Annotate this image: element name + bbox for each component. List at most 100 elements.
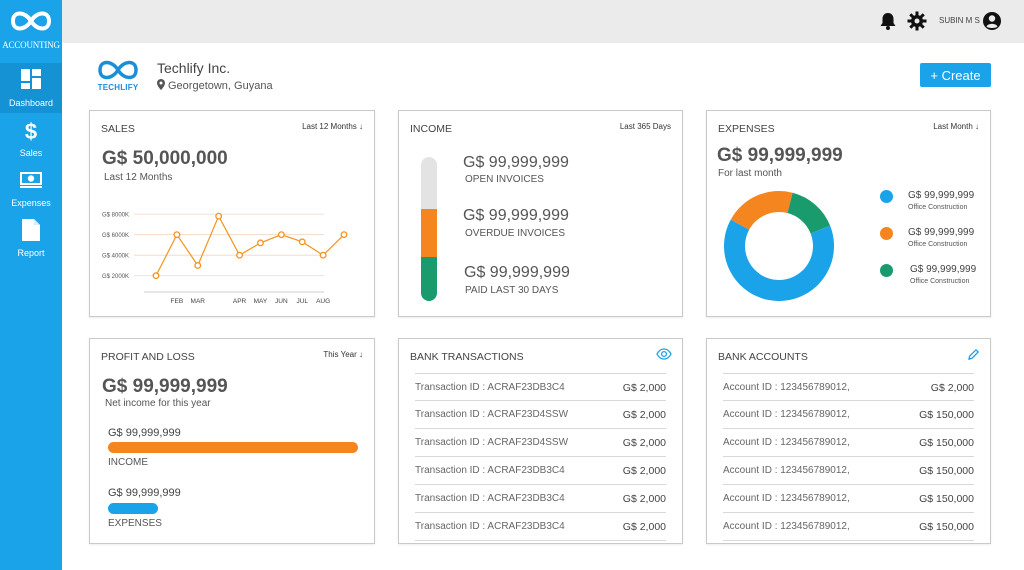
table-row[interactable]: Account ID : 123456789012, G$ 2,000 <box>723 373 974 401</box>
profit-loss-filter-dropdown[interactable]: This Year ↓ <box>323 350 363 359</box>
app-logo-text: ACCOUNTING <box>2 40 60 50</box>
income-filter-label: Last 365 Days <box>619 122 671 131</box>
account-id: Account ID : 123456789012, <box>723 382 850 393</box>
eye-icon[interactable] <box>656 348 672 360</box>
x-tick-label: JUL <box>296 298 308 305</box>
bank-accounts-title: BANK ACCOUNTS <box>718 351 808 363</box>
sidebar: ACCOUNTING Dashboard $ Sales Expenses Re <box>0 0 62 570</box>
pl-expenses-amount: G$ 99,999,999 <box>108 487 181 499</box>
bell-icon[interactable] <box>878 11 898 31</box>
gear-icon[interactable] <box>907 11 927 31</box>
table-row[interactable]: Account ID : 123456789012, G$ 150,000 <box>723 429 974 457</box>
table-row[interactable]: Transaction ID : ACRAF23DB3C4 G$ 2,000 <box>415 373 666 401</box>
sidebar-item-expenses[interactable]: Expenses <box>0 163 62 213</box>
legend-amount: G$ 99,999,999 <box>908 190 975 201</box>
donut-slice <box>787 192 831 234</box>
legend-amount: G$ 99,999,999 <box>908 227 975 238</box>
income-overdue-amount: G$ 99,999,999 <box>463 207 569 224</box>
expenses-filter-label: Last Month <box>933 122 973 131</box>
transaction-amount: G$ 2,000 <box>622 382 666 394</box>
account-id: Account ID : 123456789012, <box>723 437 850 448</box>
x-tick-label: AUG <box>316 298 330 305</box>
infinity-logo-icon <box>10 11 52 31</box>
sales-data-point <box>340 231 348 239</box>
sales-filter-label: Last 12 Months <box>302 122 357 131</box>
table-row[interactable]: Transaction ID : ACRAF23DB3C4 G$ 2,000 <box>415 457 666 485</box>
pencil-icon[interactable] <box>967 348 980 361</box>
user-avatar-icon[interactable] <box>982 11 1002 31</box>
transaction-amount: G$ 2,000 <box>622 493 666 505</box>
account-amount: G$ 150,000 <box>919 465 974 477</box>
arrow-down-icon: ↓ <box>359 350 363 359</box>
pl-income-label: INCOME <box>108 457 148 468</box>
app-logo[interactable]: ACCOUNTING <box>0 0 62 56</box>
expenses-subtitle: For last month <box>718 168 782 179</box>
sidebar-item-label: Report <box>17 248 45 258</box>
account-amount: G$ 2,000 <box>930 382 974 394</box>
sales-amount: G$ 50,000,000 <box>102 148 228 169</box>
table-row[interactable]: Account ID : 123456789012, G$ 150,000 <box>723 485 974 513</box>
dollar-icon: $ <box>25 119 37 143</box>
account-amount: G$ 150,000 <box>919 409 974 421</box>
x-tick-label: FEB <box>171 298 184 305</box>
table-row[interactable]: Transaction ID : ACRAF23D4SSW G$ 2,000 <box>415 429 666 457</box>
sales-data-point <box>319 251 327 259</box>
x-tick-label: MAY <box>254 298 268 305</box>
expenses-donut-chart <box>724 191 834 301</box>
account-id: Account ID : 123456789012, <box>723 465 850 476</box>
donut-slice <box>730 191 793 230</box>
profit-loss-title: PROFIT AND LOSS <box>101 351 195 363</box>
sidebar-item-label: Dashboard <box>8 98 54 108</box>
pl-expenses-label: EXPENSES <box>108 518 162 529</box>
table-row[interactable]: Transaction ID : ACRAF23D4SSW G$ 2,000 <box>415 401 666 429</box>
account-id: Account ID : 123456789012, <box>723 493 850 504</box>
donut-slice <box>724 219 834 301</box>
transaction-id: Transaction ID : ACRAF23D4SSW <box>415 409 569 420</box>
y-tick-label: G$ 8000K <box>102 213 129 219</box>
transaction-id: Transaction ID : ACRAF23DB3C4 <box>415 465 565 476</box>
expenses-filter-dropdown[interactable]: Last Month ↓ <box>933 122 979 131</box>
table-row[interactable]: Transaction ID : ACRAF23DB3C4 G$ 2,000 <box>415 513 666 541</box>
profit-loss-card: PROFIT AND LOSS This Year ↓ G$ 99,999,99… <box>89 338 375 544</box>
y-tick-label: G$ 6000K <box>102 233 129 239</box>
transaction-amount: G$ 2,000 <box>622 437 666 449</box>
income-card: INCOME Last 365 Days G$ 99,999,999 OPEN … <box>398 110 683 317</box>
profit-loss-filter-label: This Year <box>323 350 357 359</box>
legend-label: Office Construction <box>908 204 968 211</box>
expenses-title: EXPENSES <box>718 123 775 135</box>
transaction-id: Transaction ID : ACRAF23DB3C4 <box>415 493 565 504</box>
table-row[interactable]: Account ID : 123456789012, G$ 150,000 <box>723 401 974 429</box>
account-amount: G$ 150,000 <box>919 521 974 533</box>
income-paid-amount: G$ 99,999,999 <box>464 264 570 281</box>
y-tick-label: G$ 4000K <box>102 254 129 260</box>
arrow-down-icon: ↓ <box>975 122 979 131</box>
income-open-label: OPEN INVOICES <box>465 174 544 185</box>
table-row[interactable]: Account ID : 123456789012, G$ 150,000 <box>723 457 974 485</box>
legend-label: Office Construction <box>910 278 970 285</box>
sidebar-item-sales[interactable]: $ Sales <box>0 113 62 163</box>
table-row[interactable]: Account ID : 123456789012, G$ 150,000 <box>723 513 974 541</box>
profit-loss-amount: G$ 99,999,999 <box>102 376 228 397</box>
sales-data-point <box>194 262 202 269</box>
sales-filter-dropdown[interactable]: Last 12 Months ↓ <box>302 122 363 131</box>
sidebar-item-label: Sales <box>19 148 43 158</box>
location-pin-icon <box>157 79 165 90</box>
sales-line-chart: G$ 2000K G$ 4000K G$ 6000K G$ 8000K FEB MAR AP… <box>102 213 348 305</box>
create-button[interactable]: + Create <box>920 63 991 87</box>
x-tick-label: JUN <box>275 298 288 305</box>
user-name[interactable]: SUBIN M S <box>939 16 980 25</box>
sidebar-item-report[interactable]: Report <box>0 213 62 263</box>
company-logo-icon <box>98 60 138 80</box>
y-tick-label: G$ 2000K <box>102 274 129 280</box>
income-filter-dropdown[interactable]: Last 365 Days <box>620 122 671 131</box>
sidebar-item-dashboard[interactable]: Dashboard <box>0 63 62 113</box>
table-row[interactable]: Transaction ID : ACRAF23DB3C4 G$ 2,000 <box>415 485 666 513</box>
sidebar-item-label: Expenses <box>11 198 51 208</box>
bank-transactions-card: BANK TRANSACTIONS Transaction ID : ACRAF… <box>398 338 683 544</box>
sales-data-point <box>298 238 306 246</box>
profit-loss-subtitle: Net income for this year <box>105 398 211 409</box>
sales-series-line <box>155 214 345 277</box>
arrow-down-icon: ↓ <box>359 122 363 131</box>
company-location: Georgetown, Guyana <box>157 79 273 92</box>
company-logo-text: TECHLIFY <box>97 83 139 92</box>
